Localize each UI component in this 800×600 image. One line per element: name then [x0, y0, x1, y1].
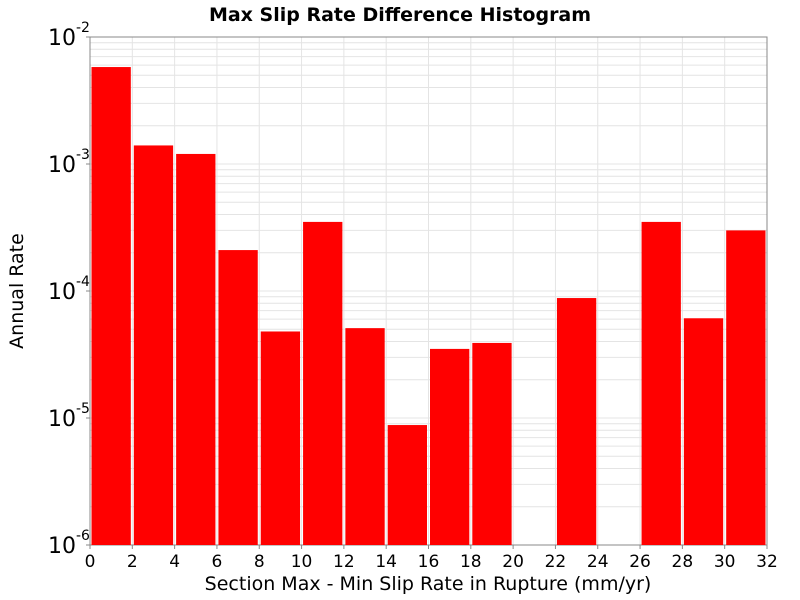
x-tick-label: 12	[333, 552, 355, 572]
x-axis-ticks: 0 2 4 6 8 10 12 14 16 18 20 22 24 26 28 30 32	[85, 545, 778, 572]
x-tick-label: 0	[85, 552, 96, 572]
y-tick-exponent: -3	[76, 147, 90, 163]
x-tick-label: 4	[169, 552, 180, 572]
y-tick-label: 10	[48, 26, 76, 51]
x-tick-label: 6	[212, 552, 223, 572]
x-tick-label: 24	[587, 552, 609, 572]
histogram-bar	[218, 250, 258, 545]
histogram-bar	[260, 331, 301, 545]
histogram-bar	[683, 318, 724, 545]
x-tick-label: 16	[418, 552, 440, 572]
histogram-bar	[176, 153, 216, 546]
x-tick-label: 18	[460, 552, 482, 572]
histogram-bar	[430, 348, 470, 545]
histogram-bar	[387, 425, 427, 545]
histogram-bar	[641, 221, 681, 545]
y-tick-label: 10	[48, 407, 76, 432]
x-tick-label: 20	[502, 552, 524, 572]
x-tick-label: 2	[127, 552, 138, 572]
x-tick-label: 14	[375, 552, 397, 572]
bars-group	[91, 67, 766, 546]
x-tick-label: 26	[629, 552, 651, 572]
x-axis-label: Section Max - Min Slip Rate in Rupture (…	[205, 573, 652, 595]
y-tick-exponent: -2	[76, 20, 90, 36]
histogram-bar	[556, 298, 597, 545]
y-tick-exponent: -5	[76, 401, 90, 417]
histogram-bar	[726, 230, 766, 546]
y-axis-label: Annual Rate	[6, 233, 28, 349]
y-tick-label: 10	[48, 280, 76, 305]
y-tick-exponent: -4	[76, 274, 90, 290]
y-axis-ticks: 10-610-510-410-310-2	[48, 20, 90, 559]
histogram-bar	[91, 67, 131, 545]
x-tick-label: 10	[291, 552, 313, 572]
y-tick-exponent: -6	[76, 528, 90, 544]
x-tick-label: 22	[545, 552, 567, 572]
x-tick-label: 30	[714, 552, 736, 572]
histogram-bar	[303, 221, 343, 545]
x-tick-label: 32	[756, 552, 778, 572]
y-tick-label: 10	[48, 153, 76, 178]
x-tick-label: 8	[254, 552, 265, 572]
histogram-bar	[133, 145, 174, 545]
histogram-bar	[472, 342, 512, 545]
histogram-bar	[345, 328, 385, 545]
y-tick-label: 10	[48, 534, 76, 559]
x-tick-label: 28	[672, 552, 694, 572]
chart-title: Max Slip Rate Difference Histogram	[209, 4, 591, 26]
